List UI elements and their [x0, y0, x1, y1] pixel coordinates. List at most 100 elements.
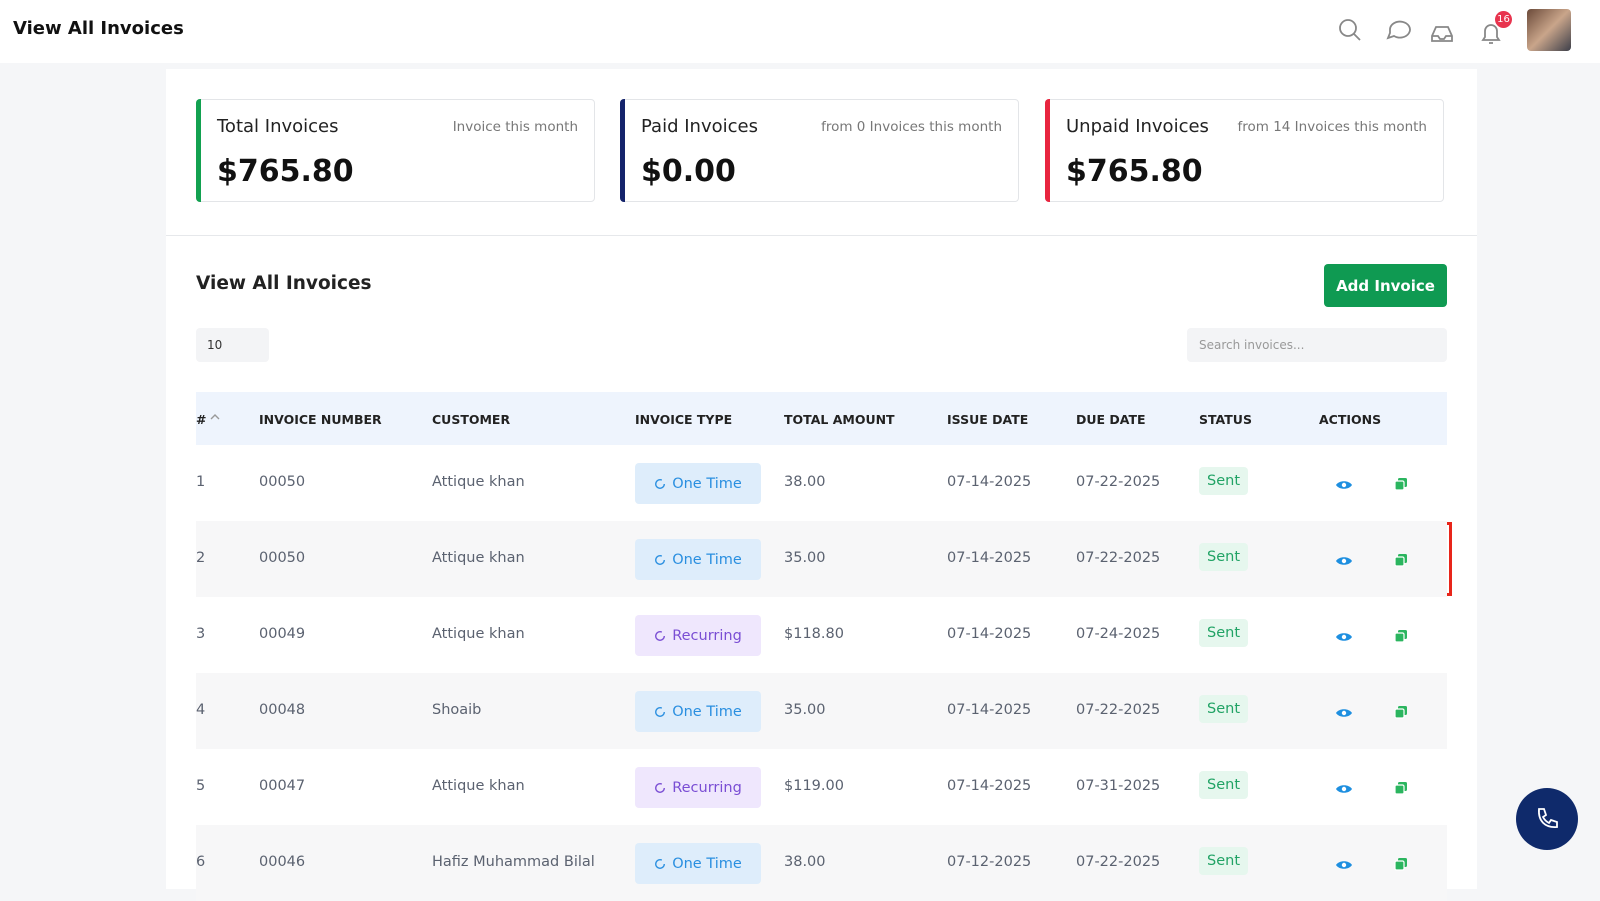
table-cell: 07-31-2025 [1076, 778, 1161, 794]
table-cell: 00050 [259, 550, 306, 566]
card-accent [620, 99, 625, 202]
copy-icon[interactable] [1392, 627, 1410, 645]
table-cell: 5 [196, 778, 206, 794]
table-cell: $118.80 [784, 626, 844, 642]
table-cell: 07-12-2025 [947, 854, 1032, 870]
table-cell: 00047 [259, 778, 306, 794]
copy-icon[interactable] [1392, 855, 1410, 873]
summary-card: Total Invoices Invoice this month $765.80 [196, 99, 595, 202]
type-label: One Time [672, 703, 742, 720]
type-icon [655, 554, 666, 565]
card-title: Paid Invoices [641, 116, 758, 137]
card-note: from 14 Invoices this month [1237, 119, 1427, 135]
sort-icon [210, 414, 220, 420]
call-button[interactable] [1516, 788, 1578, 850]
search-input[interactable]: Search invoices... [1187, 328, 1447, 362]
column-header: CUSTOMER [432, 412, 511, 427]
copy-icon[interactable] [1392, 551, 1410, 569]
phone-icon [1538, 808, 1558, 828]
type-label: One Time [672, 551, 742, 568]
type-icon [655, 478, 666, 489]
type-badge: Recurring [635, 767, 761, 808]
type-badge: Recurring [635, 615, 761, 656]
column-header: # [196, 412, 207, 427]
bell-icon[interactable] [1481, 24, 1501, 44]
table-cell: 35.00 [784, 550, 826, 566]
view-icon[interactable] [1335, 704, 1353, 722]
table-cell: 07-22-2025 [1076, 550, 1161, 566]
avatar[interactable] [1527, 9, 1571, 51]
inbox-icon[interactable] [1431, 26, 1453, 42]
table-cell: 1 [196, 474, 206, 490]
card-accent [1045, 99, 1050, 202]
table-cell: 07-22-2025 [1076, 474, 1161, 490]
type-label: Recurring [672, 779, 742, 796]
card-title: Total Invoices [217, 116, 339, 137]
card-note: from 0 Invoices this month [821, 119, 1002, 135]
header-icons [1339, 19, 1501, 44]
copy-icon[interactable] [1392, 779, 1410, 797]
table-cell: Attique khan [432, 474, 525, 490]
table-cell: 07-22-2025 [1076, 702, 1161, 718]
table-cell: 00048 [259, 702, 306, 718]
type-icon [655, 706, 666, 717]
table-cell: 07-14-2025 [947, 702, 1032, 718]
card-note: Invoice this month [452, 119, 578, 135]
table-cell: 38.00 [784, 854, 826, 870]
table-cell: $119.00 [784, 778, 844, 794]
content-panel [166, 69, 1477, 889]
copy-icon[interactable] [1392, 475, 1410, 493]
card-accent [196, 99, 201, 202]
table-cell: 07-14-2025 [947, 550, 1032, 566]
table-cell: 38.00 [784, 474, 826, 490]
table-cell: Attique khan [432, 626, 525, 642]
table-cell: 00046 [259, 854, 306, 870]
status-badge: Sent [1199, 695, 1249, 723]
type-label: Recurring [672, 627, 742, 644]
table-cell: 3 [196, 626, 206, 642]
status-badge: Sent [1199, 771, 1249, 799]
notification-badge: 16 [1495, 11, 1512, 28]
card-amount: $765.80 [1066, 154, 1203, 189]
page-size-select[interactable]: 10 [196, 328, 269, 362]
table-cell: Attique khan [432, 550, 525, 566]
summary-card: Paid Invoices from 0 Invoices this month $… [620, 99, 1019, 202]
summary-card: Unpaid Invoices from 14 Invoices this mon… [1045, 99, 1444, 202]
copy-icon[interactable] [1392, 703, 1410, 721]
chat-icon[interactable] [1386, 20, 1411, 40]
divider [166, 235, 1477, 236]
status-badge: Sent [1199, 543, 1249, 571]
page-title: View All Invoices [13, 18, 184, 39]
type-badge: One Time [635, 691, 761, 732]
view-icon[interactable] [1335, 780, 1353, 798]
type-icon [655, 782, 666, 793]
card-amount: $0.00 [641, 154, 736, 189]
type-badge: One Time [635, 463, 761, 504]
search-icon[interactable] [1339, 19, 1357, 37]
column-header: DUE DATE [1076, 412, 1146, 427]
column-header: INVOICE TYPE [635, 412, 733, 427]
type-label: One Time [672, 475, 742, 492]
add-invoice-button[interactable]: Add Invoice [1324, 264, 1447, 307]
status-badge: Sent [1199, 619, 1249, 647]
column-header: TOTAL AMOUNT [784, 412, 895, 427]
type-badge: One Time [635, 843, 761, 884]
table-cell: 35.00 [784, 702, 826, 718]
top-bar: View All Invoices 16 [0, 0, 1600, 63]
view-icon[interactable] [1335, 856, 1353, 874]
view-icon[interactable] [1335, 552, 1353, 570]
view-icon[interactable] [1335, 628, 1353, 646]
table-cell: 2 [196, 550, 206, 566]
column-header: ISSUE DATE [947, 412, 1029, 427]
card-amount: $765.80 [217, 154, 354, 189]
type-icon [655, 630, 666, 641]
view-icon[interactable] [1335, 476, 1353, 494]
table-cell: 07-22-2025 [1076, 854, 1161, 870]
table-cell: 6 [196, 854, 206, 870]
column-header: INVOICE NUMBER [259, 412, 382, 427]
table-cell: 07-14-2025 [947, 474, 1032, 490]
table-cell: Shoaib [432, 702, 482, 718]
type-icon [655, 858, 666, 869]
